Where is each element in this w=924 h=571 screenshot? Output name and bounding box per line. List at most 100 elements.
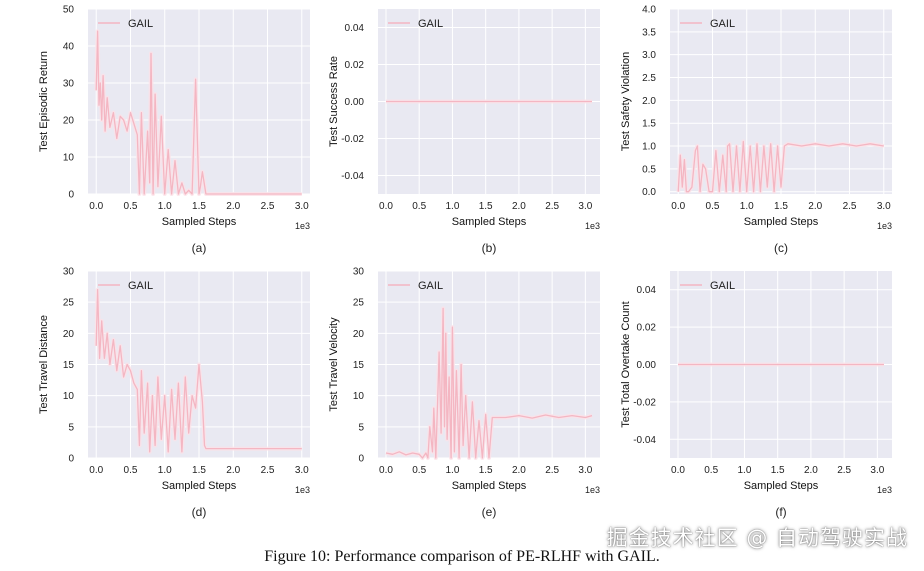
y-tick-label: 10 — [63, 391, 75, 402]
y-tick-label: 3.0 — [642, 50, 656, 61]
panel-label: (e) — [482, 505, 497, 519]
y-axis-label: Test Episodic Return — [38, 51, 50, 152]
y-tick-label: 30 — [63, 267, 75, 278]
x-tick-label: 0.5 — [704, 465, 718, 476]
x-tick-label: 3.0 — [870, 465, 884, 476]
chart-panel-5: 0.0 0.5 1.0 1.5 2.0 2.5 3.0 0 5 10 15 20 25 30 GAIL Sam… — [328, 267, 600, 519]
y-tick-label: -0.04 — [633, 435, 656, 446]
y-tick-label: 0.04 — [345, 23, 365, 34]
y-axis-label: Test Travel Distance — [38, 315, 50, 414]
x-axis-scale: 1e3 — [295, 485, 310, 495]
y-tick-label: 0.02 — [345, 60, 365, 71]
x-axis-label: Sampled Steps — [452, 216, 527, 228]
y-tick-label: -0.02 — [633, 397, 656, 408]
legend-label: GAIL — [710, 280, 735, 292]
x-tick-label: 1.0 — [737, 465, 751, 476]
x-tick-label: 2.5 — [843, 201, 857, 212]
y-tick-label: 5 — [358, 422, 364, 433]
x-tick-label: 3.0 — [877, 201, 891, 212]
x-axis-scale: 1e3 — [877, 221, 892, 231]
panel-label: (d) — [192, 505, 207, 519]
legend-label: GAIL — [418, 280, 443, 292]
x-tick-label: 2.5 — [837, 465, 851, 476]
y-tick-label: 0.0 — [642, 187, 656, 198]
x-tick-label: 2.0 — [226, 465, 240, 476]
x-tick-label: 0.5 — [412, 201, 426, 212]
x-axis-label: Sampled Steps — [744, 216, 819, 228]
y-tick-label: 4.0 — [642, 5, 656, 16]
x-tick-label: 0.0 — [379, 201, 393, 212]
y-axis-label: Test Travel Velocity — [328, 317, 340, 412]
x-tick-label: 3.0 — [295, 201, 309, 212]
y-tick-label: 2.5 — [642, 73, 656, 84]
x-tick-label: 1.0 — [445, 465, 459, 476]
series-line — [95, 289, 302, 453]
x-tick-label: 1.0 — [740, 201, 754, 212]
y-tick-label: 25 — [63, 298, 75, 309]
x-tick-label: 1.5 — [479, 201, 493, 212]
y-tick-label: 0 — [68, 190, 74, 201]
y-tick-label: 15 — [63, 360, 75, 371]
x-tick-label: 0.5 — [412, 465, 426, 476]
legend-label: GAIL — [128, 280, 153, 292]
y-tick-label: 0.5 — [642, 164, 656, 175]
x-tick-label: 1.0 — [158, 201, 172, 212]
x-tick-label: 0.0 — [671, 465, 685, 476]
x-tick-label: 2.0 — [808, 201, 822, 212]
y-tick-label: -0.04 — [341, 171, 364, 182]
x-tick-label: 0.0 — [89, 201, 103, 212]
legend-label: GAIL — [418, 18, 443, 30]
x-tick-label: 2.5 — [545, 201, 559, 212]
y-tick-label: 2.0 — [642, 96, 656, 107]
y-axis-label: Test Success Rate — [328, 56, 340, 147]
x-axis-scale: 1e3 — [295, 221, 310, 231]
x-tick-label: 1.5 — [192, 465, 206, 476]
x-tick-label: 2.5 — [545, 465, 559, 476]
y-tick-label: 50 — [63, 5, 75, 16]
x-axis-label: Sampled Steps — [744, 480, 819, 492]
x-tick-label: 3.0 — [578, 201, 592, 212]
y-tick-label: 30 — [63, 79, 75, 90]
series-line — [95, 30, 302, 195]
x-tick-label: 2.5 — [261, 201, 275, 212]
x-axis-scale: 1e3 — [585, 221, 600, 231]
y-tick-label: 0 — [68, 454, 74, 465]
x-tick-label: 0.5 — [706, 201, 720, 212]
x-tick-label: 0.5 — [124, 465, 138, 476]
x-tick-label: 1.5 — [771, 465, 785, 476]
x-tick-label: 0.0 — [379, 465, 393, 476]
y-tick-label: 0.00 — [345, 97, 365, 108]
x-tick-label: 1.5 — [479, 465, 493, 476]
y-tick-label: 3.5 — [642, 27, 656, 38]
x-tick-label: 0.0 — [89, 465, 103, 476]
y-tick-label: 20 — [63, 329, 75, 340]
x-tick-label: 0.5 — [124, 201, 138, 212]
series-line — [385, 307, 593, 459]
chart-panel-6: 0.0 0.5 1.0 1.5 2.0 2.5 3.0 -0.04 -0.02 0.00 0.02 0… — [620, 271, 892, 519]
x-tick-label: 2.0 — [512, 465, 526, 476]
y-tick-label: 1.0 — [642, 142, 656, 153]
panel-label: (a) — [192, 241, 207, 255]
series-line — [677, 140, 884, 193]
y-axis-label: Test Total Overtake Count — [620, 301, 632, 427]
panel-label: (b) — [482, 241, 497, 255]
x-tick-label: 1.0 — [445, 201, 459, 212]
chart-panel-3: 0.0 0.5 1.0 1.5 2.0 2.5 3.0 0.0 0.5 1.0 1.5 2.0 2.5 3… — [620, 5, 892, 255]
y-tick-label: 20 — [353, 329, 365, 340]
x-tick-label: 2.0 — [804, 465, 818, 476]
y-tick-label: 40 — [63, 42, 75, 53]
panel-label: (c) — [774, 241, 788, 255]
x-tick-label: 1.0 — [158, 465, 172, 476]
legend-label: GAIL — [128, 18, 153, 30]
x-axis-label: Sampled Steps — [162, 480, 237, 492]
x-tick-label: 2.5 — [261, 465, 275, 476]
x-axis-label: Sampled Steps — [452, 480, 527, 492]
x-tick-label: 3.0 — [295, 465, 309, 476]
y-tick-label: 5 — [68, 422, 74, 433]
x-tick-label: 3.0 — [578, 465, 592, 476]
y-tick-label: 0.04 — [637, 285, 657, 296]
legend-label: GAIL — [710, 18, 735, 30]
y-tick-label: 0.00 — [637, 360, 657, 371]
x-axis-scale: 1e3 — [877, 485, 892, 495]
